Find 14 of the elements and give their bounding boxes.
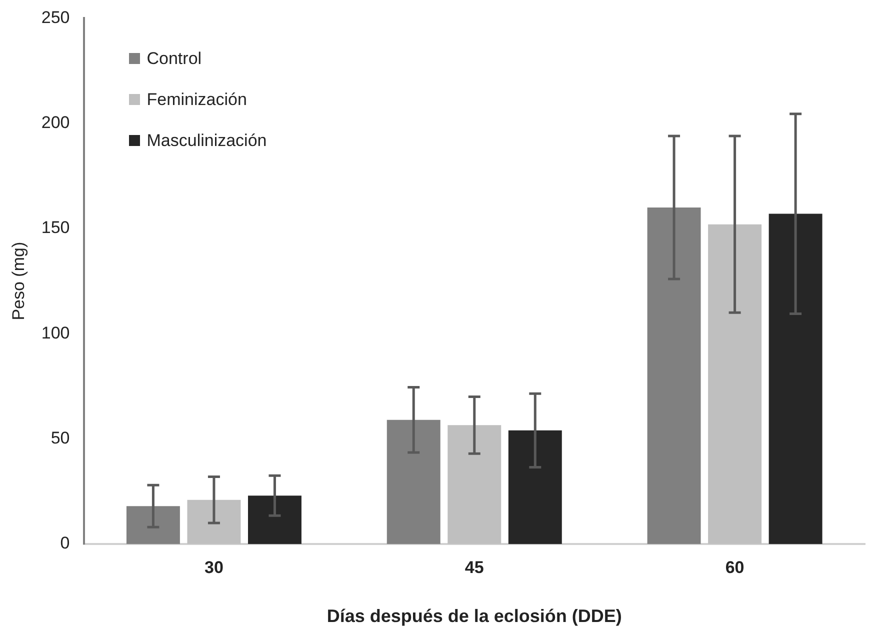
x-axis-title: Días después de la eclosión (DDE): [326, 606, 622, 626]
x-tick-label: 60: [725, 558, 744, 577]
legend-label: Masculinización: [146, 130, 267, 151]
y-axis-title: Peso (mg): [8, 242, 28, 320]
x-tick-label: 45: [464, 558, 484, 577]
y-tick-label: 200: [41, 113, 70, 132]
y-tick-label: 0: [60, 534, 70, 553]
legend-label: Feminización: [146, 90, 247, 110]
x-tick-label: 30: [204, 558, 224, 577]
y-tick-label: 100: [41, 323, 70, 342]
y-tick-label: 50: [50, 428, 70, 448]
legend-label: Control: [146, 48, 202, 69]
y-tick-label: 250: [41, 8, 70, 27]
y-tick-label: 150: [41, 218, 70, 238]
